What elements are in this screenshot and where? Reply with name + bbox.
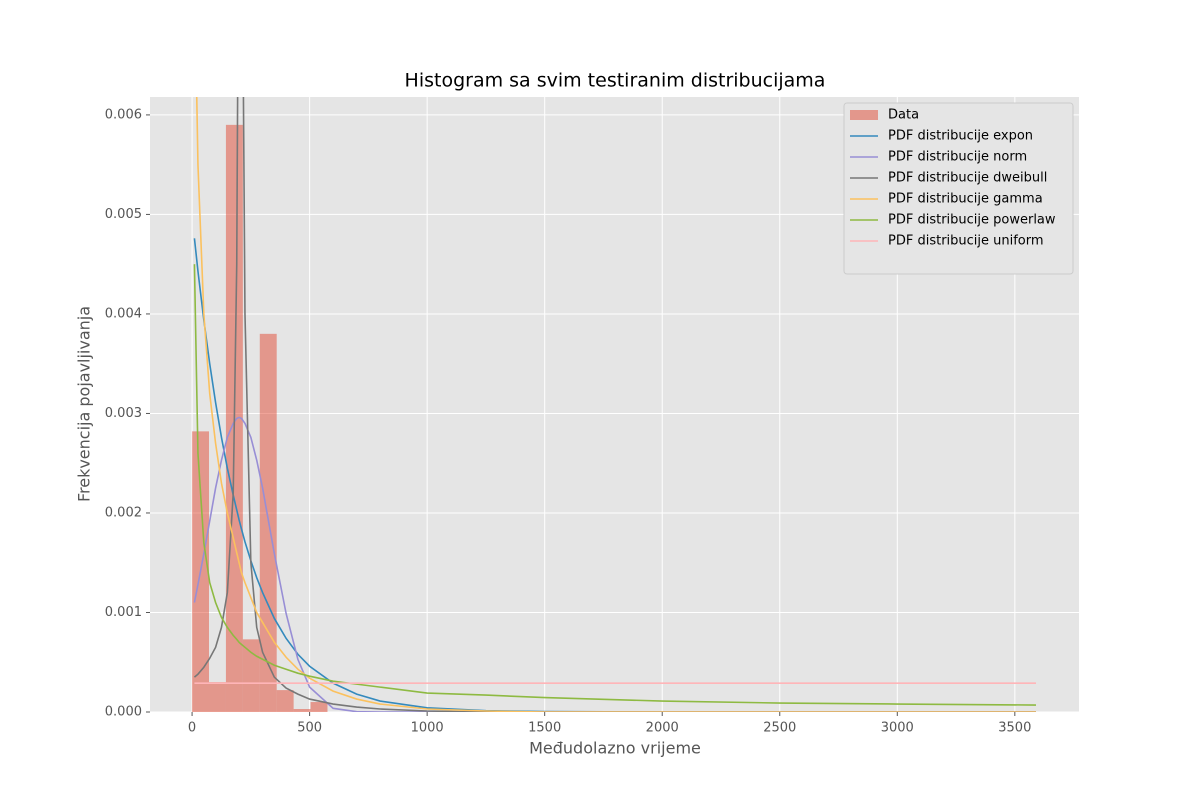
x-tick-label: 2500 bbox=[763, 721, 796, 736]
legend-label: PDF distribucije gamma bbox=[888, 192, 1043, 207]
y-tick-label: 0.006 bbox=[105, 107, 142, 122]
chart-title: Histogram sa svim testiranim distribucij… bbox=[405, 70, 826, 92]
pdf-line bbox=[195, 97, 1036, 712]
hist-bar bbox=[209, 682, 226, 712]
x-tick-label: 1000 bbox=[411, 721, 444, 736]
legend-label: Data bbox=[888, 108, 919, 123]
curves bbox=[193, 97, 1036, 712]
x-tick-label: 2000 bbox=[646, 721, 679, 736]
y-tick-label: 0.000 bbox=[105, 705, 142, 720]
legend-label: PDF distribucije powerlaw bbox=[888, 213, 1056, 228]
x-tick-label: 500 bbox=[297, 721, 322, 736]
hist-bar bbox=[310, 702, 328, 712]
legend-label: PDF distribucije norm bbox=[888, 150, 1027, 165]
x-axis-label: Međudolazno vrijeme bbox=[529, 739, 701, 758]
y-axis-label: Frekvencija pojavljivanja bbox=[75, 306, 94, 502]
legend-swatch bbox=[850, 110, 878, 120]
y-tick-label: 0.004 bbox=[105, 306, 142, 321]
y-tick-label: 0.002 bbox=[105, 505, 142, 520]
x-tick-label: 3500 bbox=[998, 721, 1031, 736]
hist-bar bbox=[293, 709, 311, 712]
legend-label: PDF distribucije uniform bbox=[888, 234, 1044, 249]
legend: Data PDF distribucije expon PDF distribuci… bbox=[843, 102, 1074, 275]
y-tick-label: 0.001 bbox=[105, 605, 142, 620]
legend-box bbox=[843, 102, 1074, 275]
y-tick-label: 0.003 bbox=[105, 406, 142, 421]
x-tick-label: 0 bbox=[188, 721, 196, 736]
y-tick-label: 0.005 bbox=[105, 207, 142, 222]
hist-bar bbox=[276, 690, 294, 712]
grid bbox=[150, 97, 1079, 713]
x-tick-label: 1500 bbox=[528, 721, 561, 736]
pdf-line bbox=[193, 264, 1036, 706]
hist-bar bbox=[242, 639, 260, 712]
pdf-line bbox=[193, 97, 1036, 712]
legend-label: PDF distribucije expon bbox=[888, 129, 1033, 144]
legend-label: PDF distribucije dweibull bbox=[888, 171, 1047, 186]
x-tick-label: 3000 bbox=[881, 721, 914, 736]
